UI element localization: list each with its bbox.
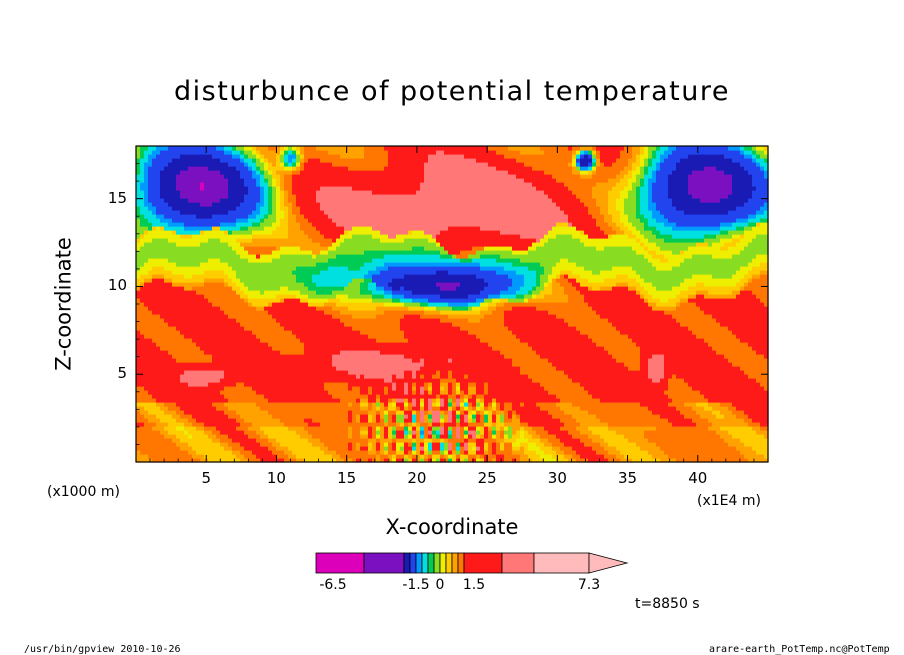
colorbar-swatch	[410, 553, 416, 573]
colorbar-swatch	[502, 553, 534, 573]
colorbar-swatch	[404, 553, 410, 573]
x-scale-label: (x1E4 m)	[697, 494, 761, 508]
x-tick-label: 30	[537, 471, 577, 486]
colorbar-tick-label: 7.3	[569, 578, 609, 592]
colorbar-extend-arrow	[589, 553, 627, 573]
colorbar-swatch	[458, 553, 464, 573]
x-tick-label: 40	[678, 471, 718, 486]
chart-title: disturbunce of potential temperature	[0, 78, 904, 105]
colorbar	[316, 553, 627, 573]
y-axis-label: Z-coordinate	[54, 237, 75, 371]
colorbar-swatch	[316, 553, 364, 573]
x-tick-label: 10	[256, 471, 296, 486]
x-tick-label: 15	[327, 471, 367, 486]
colorbar-swatch	[434, 553, 440, 573]
colorbar-swatch	[440, 553, 446, 573]
x-tick-label: 25	[467, 471, 507, 486]
time-annotation: t=8850 s	[635, 597, 700, 611]
heatmap-field	[136, 146, 769, 463]
y-tick-label: 5	[87, 366, 127, 381]
colorbar-swatch	[364, 553, 404, 573]
y-tick-label: 15	[87, 191, 127, 206]
colorbar-swatch	[446, 553, 452, 573]
colorbar-swatch	[452, 553, 458, 573]
colorbar-swatch	[534, 553, 589, 573]
x-tick-label: 5	[186, 471, 226, 486]
y-tick-label: 10	[87, 278, 127, 293]
colorbar-swatch	[422, 553, 428, 573]
colorbar-tick-label: 1.5	[454, 578, 494, 592]
x-axis-label-text: X-coordinate	[386, 517, 519, 538]
x-unit-label: (x1000 m)	[47, 485, 120, 499]
colorbar-swatch	[464, 553, 502, 573]
colorbar-tick-label: -6.5	[313, 578, 353, 592]
x-tick-label: 35	[608, 471, 648, 486]
x-tick-label: 20	[397, 471, 437, 486]
colorbar-swatch	[428, 553, 434, 573]
colorbar-swatch	[416, 553, 422, 573]
